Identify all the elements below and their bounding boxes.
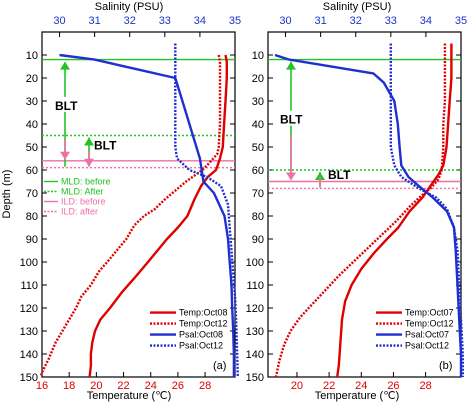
panel-b-depth-tick-label: 100 — [246, 257, 264, 269]
panel-a-blt-label-bg — [54, 96, 80, 112]
panel-a-legend-label: Temp:Oct12 — [179, 319, 228, 329]
panel-a-temperature-tick-label: 28 — [199, 380, 211, 392]
panel-b-depth-tick-label: 130 — [246, 326, 264, 338]
panel-a-temperature-tick-label: 18 — [63, 380, 75, 392]
panel-a-depth-tick-label: 110 — [20, 280, 38, 292]
panel-b-salinity-tick-label: 33 — [385, 15, 397, 27]
panel-a-depth-legend-label: ILD: after — [61, 207, 98, 217]
panel-b-series-psal-oct12 — [389, 43, 464, 377]
panel-a-temperature-title: Temperature (℃) — [87, 390, 172, 402]
panel-a-blt-arrow-up — [60, 61, 70, 70]
panel-b-depth-tick-label: 120 — [246, 303, 264, 315]
panel-a-salinity-tick-label: 33 — [159, 15, 171, 27]
panel-b-legend-label: Temp:Oct12 — [405, 319, 454, 329]
panel-b-series-psal-oct07 — [274, 53, 463, 377]
panel-b-blt-label-after: BLT — [328, 168, 351, 182]
panel-a-depth-tick-label: 90 — [26, 234, 38, 246]
panel-b-depth-tick-label: 60 — [252, 165, 264, 177]
panel-b-temperature-tick-label: 26 — [387, 380, 399, 392]
panel-b-depth-tick-label: 140 — [246, 349, 264, 361]
panel-a-depth-tick-label: 130 — [20, 326, 38, 338]
panel-a-blt-arrow-after-head — [84, 158, 94, 167]
panel-a-frame — [41, 31, 236, 378]
panel-a-depth-tick-label: 50 — [26, 142, 38, 154]
panel-b-blt-arrow-before-green-head-up — [286, 61, 296, 70]
panel-b-salinity-title: Salinity (PSU) — [323, 1, 391, 13]
panel-b-blt-arrow-after-green-head-up — [315, 172, 325, 180]
panel-b-temperature-tick-label: 24 — [355, 380, 367, 392]
panel-b-salinity-tick-label: 31 — [315, 15, 327, 27]
panel-a-panel-label: (a) — [213, 360, 226, 372]
panel-a-temperature-tick-label: 20 — [90, 380, 102, 392]
panel-b-temperature-title: Temperature (℃) — [315, 390, 400, 402]
panel-b-depth-tick-label: 90 — [252, 234, 264, 246]
panel-a-depth-tick-label: 10 — [26, 50, 38, 62]
panel-a-salinity-tick-label: 31 — [89, 15, 101, 27]
panel-a-legend-label: Psal:Oct08 — [179, 330, 223, 340]
panel-b-salinity-tick-label: 32 — [350, 15, 362, 27]
panel-b-temperature-tick-label: 28 — [419, 380, 431, 392]
panel-a-salinity-tick-label: 35 — [229, 15, 241, 27]
panel-a-series-temp-oct08 — [88, 54, 229, 378]
panel-a-salinity-tick-label: 32 — [124, 15, 136, 27]
panel-b-depth-tick-label: 110 — [246, 280, 264, 292]
panel-b-depth-tick-label: 10 — [252, 50, 264, 62]
panel-a-blt-label-before: BLT — [55, 99, 78, 113]
panel-b-depth-tick-label: 40 — [252, 119, 264, 131]
panel-a-depth-tick-label: 60 — [26, 165, 38, 177]
panel-b-legend-label: Psal:Oct07 — [405, 330, 449, 340]
panel-a-blt-label-after: BLT — [94, 138, 117, 152]
panel-b-legend-label: Psal:Oct12 — [405, 341, 449, 351]
panel-b-frame — [267, 31, 462, 378]
panel-a-depth-tick-label: 40 — [26, 119, 38, 131]
panel-a-depth-tick-label: 80 — [26, 211, 38, 223]
panel-a-depth-tick-label: 20 — [26, 73, 38, 85]
panel-a-depth-legend-label: MLD: before — [61, 177, 111, 187]
panel-b-depth-tick-label: 30 — [252, 96, 264, 108]
panel-b-legend-label: Temp:Oct07 — [405, 308, 454, 318]
panel-b-depth-tick-label: 70 — [252, 188, 264, 200]
panel-a-series-psal-oct08 — [59, 53, 236, 377]
panel-a-temperature-tick-label: 24 — [145, 380, 157, 392]
panel-b-salinity-tick-label: 30 — [279, 15, 291, 27]
panel-a-depth-legend-label: ILD: before — [61, 197, 106, 207]
panel-a-series-temp-oct12 — [39, 54, 222, 378]
panel-a-temperature-tick-label: 16 — [36, 380, 48, 392]
panel-a-depth-legend-label: MLD: After — [61, 187, 104, 197]
panel-a-blt-arrow-down — [60, 151, 70, 160]
panel-b-salinity-tick-label: 34 — [420, 15, 432, 27]
panel-b-temperature-tick-label: 20 — [291, 380, 303, 392]
panel-a-depth-tick-label: 140 — [20, 349, 38, 361]
panel-b-temperature-tick-label: 22 — [323, 380, 335, 392]
panel-b-depth-tick-label: 150 — [246, 372, 264, 384]
panel-a-blt-arrow-after-green-head-up — [84, 137, 94, 146]
panel-a-salinity-tick-label: 34 — [194, 15, 206, 27]
panel-b-series-temp-oct12 — [274, 43, 447, 378]
panel-b-depth-tick-label: 80 — [252, 211, 264, 223]
panel-b-depth-tick-label: 20 — [252, 73, 264, 85]
panel-a-temperature-tick-label: 22 — [117, 380, 129, 392]
panel-a-series-psal-oct12 — [174, 43, 239, 378]
panel-b-depth-tick-label: 50 — [252, 142, 264, 154]
panel-b-panel-label: (b) — [439, 360, 452, 372]
panel-a-salinity-tick-label: 30 — [53, 15, 65, 27]
panel-a-depth-tick-label: 100 — [20, 257, 38, 269]
panel-b-blt-arrow-down — [286, 172, 296, 181]
panel-b-salinity-tick-label: 35 — [455, 15, 467, 27]
panel-a-temperature-tick-label: 26 — [172, 380, 184, 392]
panel-a-depth-tick-label: 150 — [20, 372, 38, 384]
panel-a-depth-tick-label: 120 — [20, 303, 38, 315]
panel-a-depth-tick-label: 70 — [26, 188, 38, 200]
panel-a-depth-tick-label: 30 — [26, 96, 38, 108]
panel-b-series-temp-oct07 — [336, 43, 453, 378]
panel-a-legend-label: Psal:Oct12 — [179, 341, 223, 351]
panel-a-legend-label: Temp:Oct08 — [179, 308, 228, 318]
panel-b-blt-label-bg — [279, 110, 305, 126]
depth-axis-title: Depth (m) — [1, 170, 13, 219]
panel-a-salinity-title: Salinity (PSU) — [95, 1, 163, 13]
panel-b-blt-label-before: BLT — [280, 113, 303, 127]
